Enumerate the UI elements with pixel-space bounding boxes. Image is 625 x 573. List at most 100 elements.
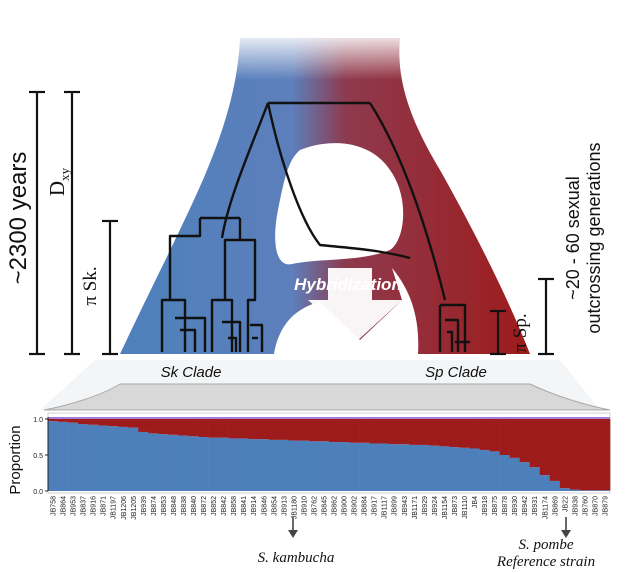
x-tick-label: JB22	[562, 496, 569, 512]
x-tick-label: JB853	[161, 496, 168, 516]
bar-sp-JB842	[218, 419, 229, 438]
bar-sk-JB22	[559, 488, 571, 491]
bar-sp-JB902	[349, 419, 360, 443]
bracket-generations	[538, 277, 554, 356]
label-s-kambucha: S. kambucha	[258, 550, 335, 566]
bar-sk-JB838	[178, 435, 189, 491]
bar-sk-JB837	[78, 424, 89, 491]
x-tick-label: JB918	[482, 496, 489, 516]
x-tick-label: JB930	[512, 496, 519, 516]
x-tick-label: JB939	[141, 496, 148, 516]
x-tick-label: JB913	[281, 496, 288, 516]
bar-sp-JB4	[469, 419, 480, 449]
bracket-time-span	[29, 90, 45, 356]
x-tick-label: JB4	[472, 496, 479, 508]
top-fringe	[48, 417, 610, 419]
x-tick-label: JB916	[91, 496, 98, 516]
x-tick-label: JB871	[101, 496, 108, 516]
bar-sk-JB1110	[459, 447, 470, 491]
label-sk-clade: Sk Clade	[161, 364, 222, 381]
x-tick-label: JB943	[402, 496, 409, 516]
bar-sk-JB917	[369, 443, 380, 491]
bar-sk-JB862	[329, 442, 340, 491]
bar-sk-JB758	[48, 421, 59, 491]
admixture-chart: 0.0 0.5 1.0 JB758 JB864 JB953 JB837 JB916 JB871…	[7, 412, 611, 520]
bar-sp-JB942	[519, 419, 531, 463]
x-tick-label: JB862	[332, 496, 339, 516]
bar-sp-JB22	[559, 419, 571, 489]
annotation-kambucha: S. kambucha	[258, 517, 335, 566]
x-tick-label: JB1174	[542, 496, 549, 519]
bar-sk-JB1174	[539, 475, 551, 491]
x-tick-label: JB874	[151, 496, 158, 516]
y-tick-label: 0.0	[33, 489, 43, 496]
x-tick-label: JB1117	[382, 496, 389, 519]
bar-sk-JB914	[248, 439, 260, 491]
x-tick-label: JB845	[321, 496, 328, 516]
bar-sp-JB918	[479, 419, 490, 450]
label-generations-line1: ~20 - 60 sexual	[563, 176, 583, 300]
bar-sk-JB869	[549, 480, 561, 491]
bar-sk-JB840	[188, 436, 199, 491]
bar-sp-JB943	[399, 419, 410, 445]
bar-sp-JB1205	[128, 419, 139, 428]
label-generations-line2: outcrossing generations	[584, 142, 604, 333]
funnel-connector	[43, 383, 611, 411]
bar-sk-JB852	[208, 437, 219, 491]
bar-sp-JB884	[359, 419, 370, 443]
bars-group	[48, 417, 611, 491]
x-tick-label: JB852	[211, 496, 218, 516]
bar-sk-JB4	[469, 448, 480, 491]
label-sp-clade: Sp Clade	[425, 364, 487, 381]
x-tick-label: JB846	[261, 496, 268, 516]
bar-sk-JB879	[599, 490, 611, 491]
bar-sp-JB900	[339, 419, 350, 443]
x-tick-label: JB848	[171, 496, 178, 516]
label-pi-sk: π Sk.	[80, 266, 101, 305]
bar-sk-JB874	[148, 433, 159, 491]
x-tick-label: JB864	[61, 496, 68, 516]
bar-sk-JB942	[519, 462, 531, 491]
x-tick-label: JB858	[231, 496, 238, 516]
label-dxy: Dxy	[45, 167, 72, 196]
bar-sp-JB858	[228, 419, 239, 439]
bar-sk-JB938	[569, 489, 581, 491]
bar-sp-JB938	[569, 419, 581, 490]
bar-sp-JB899	[389, 419, 400, 445]
tree-hole	[275, 143, 404, 265]
bar-sk-JB943	[399, 444, 410, 491]
x-tick-label: JB902	[352, 496, 359, 516]
x-tick-label: JB1180	[291, 496, 298, 519]
x-tick-label: JB914	[251, 496, 258, 516]
x-tick-label: JB873	[452, 496, 459, 516]
bar-sk-JB842	[218, 437, 229, 491]
arrowhead-icon	[288, 530, 298, 538]
svg-text:Dxy: Dxy	[45, 167, 72, 196]
bar-sk-JB899	[389, 444, 400, 491]
bar-sp-JB929	[419, 419, 430, 445]
bar-sk-JB924	[429, 445, 440, 491]
bar-sp-JB930	[509, 419, 520, 458]
species-tree	[120, 30, 530, 354]
bar-sk-JB910	[298, 440, 310, 491]
bar-sk-JB1171	[409, 444, 420, 491]
bar-sk-JB871	[98, 425, 109, 491]
bar-sk-JB858	[228, 438, 239, 491]
x-tick-label: JB931	[532, 496, 539, 516]
bar-sp-JB875	[489, 419, 500, 452]
x-tick-label: JB760	[582, 496, 589, 516]
y-axis: 0.0 0.5 1.0	[33, 417, 49, 496]
x-tick-label: JB870	[592, 496, 599, 516]
bar-sp-JB1110	[459, 419, 470, 448]
bar-sp-JB916	[88, 419, 99, 425]
x-tick-label: JB837	[81, 496, 88, 516]
x-tick-label: JB917	[372, 496, 379, 516]
bar-sp-JB760	[579, 419, 591, 491]
bar-sp-JB1180	[288, 419, 300, 441]
bar-sp-JB762	[308, 419, 320, 442]
bar-sk-JB846	[258, 439, 270, 491]
x-tick-label: JB899	[392, 496, 399, 516]
bar-sk-JB953	[68, 422, 79, 491]
bar-sp-JB879	[599, 419, 611, 491]
bar-sk-JB1117	[379, 443, 390, 491]
